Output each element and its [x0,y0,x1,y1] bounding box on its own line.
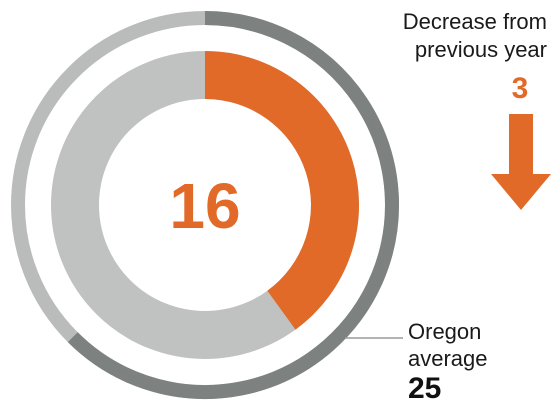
average-value: 25 [408,372,442,405]
center-value: 16 [169,170,240,242]
change-value: 3 [511,72,529,105]
average-label: Oregon average [408,319,488,371]
arrow-down-icon [491,114,551,210]
change-label: Decrease from previous year [402,9,547,62]
inner-ring-value-arc [204,51,359,330]
outer-ring-average-arc [67,11,399,399]
